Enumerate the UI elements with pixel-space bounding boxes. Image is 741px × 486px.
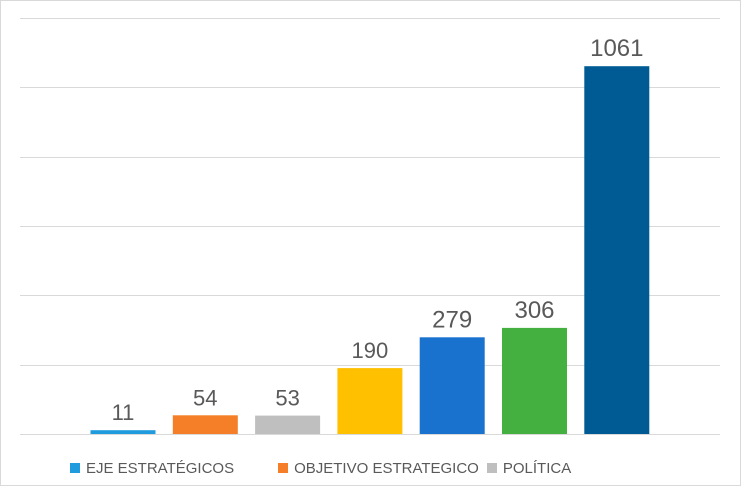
data-label: 279 (432, 306, 472, 333)
bar (90, 430, 156, 434)
data-label: 53 (275, 386, 299, 411)
legend-swatch-politica (486, 463, 497, 473)
data-label: 54 (193, 385, 217, 410)
bar (584, 66, 650, 434)
legend-swatch-objetivo (278, 463, 289, 473)
legend-label-politica: POLÍTICA (502, 459, 572, 477)
bars (90, 66, 650, 434)
bar (255, 415, 321, 434)
bar (502, 327, 567, 434)
legend-item-objetivo: OBJETIVO ESTRATEGICO (278, 460, 479, 477)
legend-item-politica: POLÍTICA (486, 459, 572, 477)
legend: EJE ESTRATÉGICOS OBJETIVO ESTRATEGICO PO… (70, 458, 579, 478)
data-label: 306 (514, 297, 554, 324)
bar (419, 337, 485, 434)
legend-swatch-eje (70, 463, 80, 473)
legend-label-objetivo: OBJETIVO ESTRATEGICO (294, 459, 479, 477)
data-label: 1061 (590, 35, 643, 62)
legend-label-eje: EJE ESTRATÉGICOS (86, 459, 235, 477)
data-labels: 11 54 53 190 279 306 1061 (112, 35, 644, 425)
bar (172, 415, 238, 434)
bar (337, 368, 403, 434)
data-label: 11 (112, 400, 135, 425)
data-label: 190 (352, 338, 389, 363)
legend-item-eje: EJE ESTRATÉGICOS (70, 460, 234, 477)
